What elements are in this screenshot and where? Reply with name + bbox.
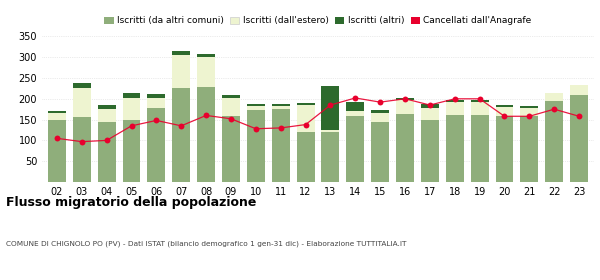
Bar [272, 104, 290, 106]
Bar [172, 51, 190, 55]
Bar [148, 97, 166, 108]
Bar [322, 132, 340, 182]
Bar [421, 120, 439, 182]
Bar [322, 130, 340, 132]
Bar [446, 100, 464, 102]
Point [152, 118, 161, 123]
Point [226, 116, 236, 121]
Bar [470, 102, 488, 115]
Bar [73, 88, 91, 117]
Point [350, 96, 360, 100]
Bar [421, 104, 439, 108]
Bar [470, 100, 488, 102]
Point [475, 97, 484, 101]
Bar [346, 102, 364, 111]
Bar [296, 132, 314, 182]
Bar [470, 115, 488, 182]
Bar [272, 106, 290, 109]
Bar [172, 55, 190, 88]
Bar [98, 109, 116, 122]
Point [450, 97, 460, 101]
Bar [73, 117, 91, 182]
Bar [172, 88, 190, 182]
Text: COMUNE DI CHIGNOLO PO (PV) - Dati ISTAT (bilancio demografico 1 gen-31 dic) - El: COMUNE DI CHIGNOLO PO (PV) - Dati ISTAT … [6, 241, 407, 247]
Bar [520, 106, 538, 108]
Bar [222, 97, 240, 116]
Bar [197, 54, 215, 57]
Bar [247, 104, 265, 106]
Bar [48, 120, 66, 182]
Point [251, 127, 260, 131]
Bar [296, 103, 314, 105]
Bar [371, 113, 389, 122]
Point [524, 114, 534, 118]
Bar [98, 122, 116, 182]
Bar [48, 111, 66, 113]
Bar [496, 105, 514, 107]
Bar [222, 95, 240, 97]
Point [400, 97, 410, 101]
Bar [421, 108, 439, 120]
Bar [396, 114, 414, 182]
Bar [520, 108, 538, 116]
Bar [197, 87, 215, 182]
Bar [322, 86, 340, 130]
Bar [545, 94, 563, 101]
Point [550, 107, 559, 111]
Point [425, 103, 434, 107]
Bar [247, 106, 265, 110]
Bar [371, 122, 389, 182]
Bar [496, 107, 514, 116]
Bar [520, 116, 538, 182]
Point [500, 114, 509, 118]
Bar [73, 83, 91, 88]
Bar [122, 94, 140, 97]
Point [376, 100, 385, 104]
Bar [396, 98, 414, 101]
Bar [371, 110, 389, 113]
Point [77, 139, 86, 144]
Bar [148, 108, 166, 182]
Bar [247, 110, 265, 182]
Bar [222, 116, 240, 182]
Bar [396, 101, 414, 114]
Legend: Iscritti (da altri comuni), Iscritti (dall'estero), Iscritti (altri), Cancellati: Iscritti (da altri comuni), Iscritti (da… [101, 13, 535, 29]
Bar [570, 95, 588, 182]
Bar [446, 115, 464, 182]
Text: Flusso migratorio della popolazione: Flusso migratorio della popolazione [6, 196, 256, 209]
Bar [148, 94, 166, 97]
Bar [48, 113, 66, 120]
Bar [122, 120, 140, 182]
Point [127, 123, 136, 128]
Point [276, 126, 286, 130]
Point [301, 122, 310, 127]
Point [574, 114, 584, 118]
Bar [446, 102, 464, 115]
Bar [570, 85, 588, 95]
Bar [346, 116, 364, 182]
Bar [346, 111, 364, 116]
Bar [272, 109, 290, 182]
Point [202, 113, 211, 118]
Bar [296, 105, 314, 132]
Bar [197, 57, 215, 87]
Bar [98, 105, 116, 109]
Bar [122, 97, 140, 120]
Point [102, 138, 112, 143]
Point [52, 136, 62, 141]
Bar [545, 101, 563, 182]
Point [176, 123, 186, 128]
Point [326, 103, 335, 107]
Bar [496, 116, 514, 182]
